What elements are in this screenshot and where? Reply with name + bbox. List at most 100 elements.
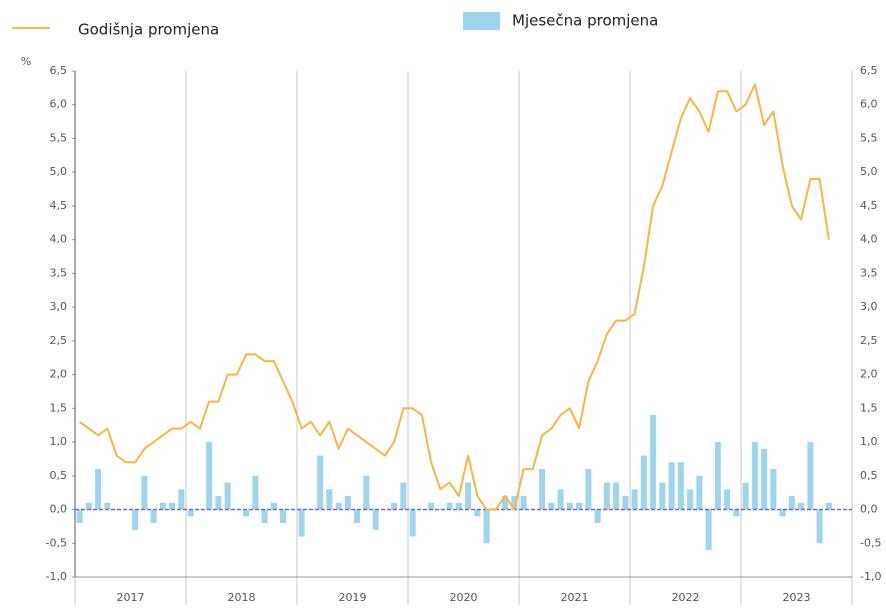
bar — [409, 509, 416, 537]
legend-bar-swatch — [463, 12, 500, 30]
bar — [687, 489, 694, 510]
bar — [95, 469, 102, 510]
y2-tick-label: 0,5 — [860, 469, 878, 482]
y-tick-label: 6,5 — [50, 64, 68, 77]
bar — [576, 502, 583, 510]
y-tick-label: 4,5 — [50, 199, 68, 212]
bar — [317, 455, 324, 510]
y2-tick-label: 4,5 — [860, 199, 878, 212]
y-tick-label: 0,0 — [50, 503, 68, 516]
y2-tick-label: 0,0 — [860, 503, 878, 516]
bar — [243, 509, 250, 517]
bar — [141, 475, 148, 510]
bar — [224, 482, 231, 510]
bar — [603, 482, 610, 510]
bar — [816, 509, 823, 544]
y-tick-label: 2,0 — [50, 368, 68, 381]
bar — [113, 509, 120, 511]
bar — [594, 509, 601, 524]
bar — [613, 482, 620, 510]
y2-tick-label: 5,0 — [860, 165, 878, 178]
x-tick-label: 2023 — [783, 591, 811, 604]
bar — [150, 509, 157, 524]
bar — [270, 502, 277, 510]
bar — [631, 489, 638, 510]
bar — [104, 502, 111, 510]
bar — [751, 442, 758, 510]
y-tick-label: 1,0 — [50, 435, 68, 448]
y2-tick-label: 3,5 — [860, 266, 878, 279]
line — [79, 83, 830, 511]
bar — [85, 502, 92, 510]
bar — [659, 482, 666, 510]
bar — [132, 509, 139, 530]
bar — [206, 442, 213, 510]
y2-tick-label: 4,0 — [860, 233, 878, 246]
bar — [335, 502, 342, 510]
bar — [326, 489, 333, 510]
bar — [807, 442, 814, 510]
bar — [798, 502, 805, 510]
bar — [742, 482, 749, 510]
x-tick-label: 2018 — [228, 591, 256, 604]
bar — [187, 509, 194, 517]
bar — [557, 489, 564, 510]
y-axis-unit: % — [21, 55, 31, 68]
bar — [455, 502, 462, 510]
bar — [650, 415, 657, 510]
bar — [733, 509, 740, 517]
y2-tick-label: 3,0 — [860, 300, 878, 313]
x-tick-label: 2017 — [117, 591, 145, 604]
bar — [539, 469, 546, 510]
bar — [437, 509, 444, 511]
y-tick-label: 6,0 — [50, 98, 68, 111]
bar — [696, 475, 703, 510]
y-tick-label: 3,0 — [50, 300, 68, 313]
bar — [344, 496, 351, 510]
bar — [520, 496, 527, 510]
y2-tick-label: -1,0 — [860, 570, 881, 583]
bar — [724, 489, 731, 510]
bar — [585, 469, 592, 510]
bar — [779, 509, 786, 517]
bar — [159, 502, 166, 510]
bar — [511, 496, 518, 510]
bar — [196, 509, 203, 511]
bar — [677, 462, 684, 510]
bar — [825, 502, 832, 510]
bar — [566, 502, 573, 510]
x-tick-label: 2021 — [561, 591, 589, 604]
bar — [770, 469, 777, 510]
bar — [418, 509, 425, 511]
y-tick-label: 1,5 — [50, 401, 68, 414]
x-tick-label: 2020 — [450, 591, 478, 604]
bar — [668, 462, 675, 510]
bar — [428, 502, 435, 510]
y2-tick-label: 5,5 — [860, 131, 878, 144]
bar — [280, 509, 287, 524]
x-tick-label: 2019 — [339, 591, 367, 604]
x-tick-label: 2022 — [672, 591, 700, 604]
bar — [474, 509, 481, 517]
y2-tick-label: 1,5 — [860, 401, 878, 414]
y-tick-label: -1,0 — [46, 570, 67, 583]
legend-label: Godišnja promjena — [78, 21, 219, 39]
bar — [446, 502, 453, 510]
bar — [252, 475, 259, 510]
y-tick-label: 4,0 — [50, 233, 68, 246]
bar — [548, 502, 555, 510]
bar — [788, 496, 795, 510]
legend-label: Mjesečna promjena — [512, 12, 658, 30]
bar — [502, 496, 509, 510]
bar — [215, 496, 222, 510]
y-tick-label: -0,5 — [46, 536, 67, 549]
bar — [298, 509, 305, 537]
bar — [76, 509, 83, 524]
y-tick-label: 3,5 — [50, 266, 68, 279]
y-tick-label: 0,5 — [50, 469, 68, 482]
bar — [178, 489, 185, 510]
bar — [261, 509, 268, 524]
bar — [233, 509, 240, 511]
y2-tick-label: 1,0 — [860, 435, 878, 448]
